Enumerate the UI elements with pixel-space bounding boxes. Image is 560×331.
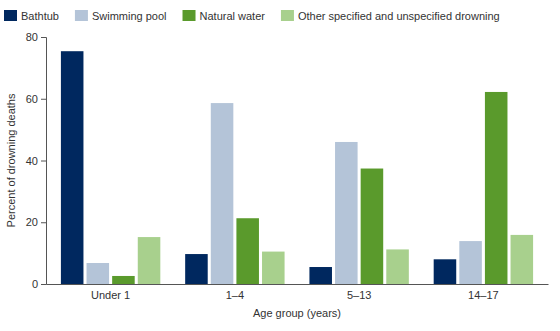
legend-item: Swimming pool [75, 10, 167, 22]
tick-label: 80 [26, 31, 38, 43]
tick: 20 [26, 216, 46, 228]
bar [61, 51, 84, 284]
tick: 5–13 [347, 284, 371, 301]
bar [335, 142, 358, 284]
bar [386, 249, 409, 284]
legend-label: Bathtub [21, 10, 59, 22]
tick: 0 [32, 278, 46, 290]
bar [87, 263, 110, 284]
legend-label: Natural water [200, 10, 266, 22]
tick: 40 [26, 155, 46, 167]
series [87, 103, 482, 284]
legend-item: Bathtub [4, 10, 59, 22]
tick-label: 1–4 [226, 289, 244, 301]
tick: 14–17 [468, 284, 499, 301]
tick-mark [41, 99, 46, 100]
series [138, 235, 533, 284]
bar [361, 169, 384, 284]
tick: 1–4 [226, 284, 244, 301]
bar [309, 267, 332, 284]
legend-swatch [75, 10, 88, 21]
x-axis-title: Age group (years) [253, 307, 341, 319]
bar [485, 92, 508, 284]
tick: 80 [26, 31, 46, 43]
legend-label: Swimming pool [92, 10, 167, 22]
axis-line [41, 38, 47, 285]
tick: 60 [26, 93, 46, 105]
tick-mark [41, 284, 46, 285]
tick-label: 60 [26, 93, 38, 105]
y-axis-title: Percent of drowning deaths [5, 93, 17, 227]
bar [434, 259, 457, 284]
plot: 0 20 40 60 80 Under 1 1–4 5–13 14–17 [26, 31, 549, 301]
tick-label: 40 [26, 155, 38, 167]
tick-label: 0 [32, 278, 38, 290]
bar [236, 218, 259, 284]
bar [211, 103, 234, 284]
tick-label: 5–13 [347, 289, 371, 301]
legend-item: Other specified and unspecified drowning [281, 10, 500, 22]
axis-line [47, 284, 549, 285]
x-axis: Under 1 1–4 5–13 14–17 [47, 284, 549, 301]
bar [138, 237, 161, 284]
legend-label: Other specified and unspecified drowning [298, 10, 500, 22]
bar [459, 241, 482, 284]
tick-label: 14–17 [468, 289, 499, 301]
legend: Bathtub Swimming pool Natural water Other s… [4, 10, 500, 22]
bar [262, 252, 285, 284]
legend-swatch [183, 10, 196, 21]
bar [112, 276, 135, 284]
chart: 0 20 40 60 80 Under 1 1–4 5–13 14–17 Age group (y… [0, 0, 560, 331]
bars [61, 51, 533, 284]
legend-item: Natural water [183, 10, 266, 22]
series [112, 92, 507, 284]
series [61, 51, 456, 284]
y-axis: 0 20 40 60 80 [26, 31, 47, 290]
tick: Under 1 [91, 284, 130, 301]
tick-label: 20 [26, 216, 38, 228]
tick-label: Under 1 [91, 289, 130, 301]
bar [185, 254, 208, 284]
bar [511, 235, 534, 284]
legend-swatch [281, 10, 294, 21]
tick-mark [41, 222, 46, 223]
tick-mark [41, 37, 46, 38]
legend-swatch [4, 10, 17, 21]
tick-mark [41, 161, 46, 162]
